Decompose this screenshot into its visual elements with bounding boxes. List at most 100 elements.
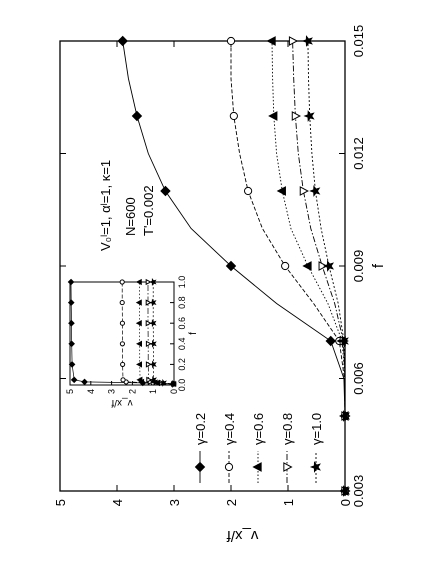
data-point — [229, 111, 238, 121]
inset-data-point — [70, 376, 78, 384]
inset-data-point — [136, 361, 142, 368]
data-point — [291, 111, 301, 121]
data-point — [299, 186, 309, 196]
annotations: V₀ˡ=1, αˡ=1, κ=1 N=600 T'=0.002 — [98, 160, 156, 251]
legend-marker — [309, 461, 321, 473]
legend-label: γ=0.2 — [193, 413, 208, 445]
inset-data-point — [119, 341, 125, 347]
data-point — [266, 36, 276, 46]
legend-label: γ=1.0 — [309, 413, 324, 445]
inset-data-point — [67, 278, 75, 286]
data-point — [318, 261, 328, 271]
data-point — [226, 36, 236, 46]
data-point — [276, 186, 286, 196]
data-point — [338, 485, 350, 497]
x-tick-label: 0.003 — [351, 475, 366, 508]
legend-marker — [194, 461, 206, 473]
inset-data-point — [136, 376, 143, 384]
x-tick-label: 0.015 — [351, 25, 366, 58]
temperature-annotation: T'=0.002 — [141, 185, 156, 236]
y-tick-label: 3 — [167, 499, 182, 506]
data-point — [160, 185, 171, 197]
inset-series-line — [147, 282, 174, 385]
inset-data-point — [169, 380, 177, 388]
inset-y-tick-label: 2 — [127, 389, 137, 394]
inset-x-tick-label: 1.0 — [177, 276, 187, 289]
inset-data-point — [119, 300, 125, 306]
data-point — [131, 110, 143, 122]
inset-data-point — [145, 320, 152, 327]
inset-data-point — [68, 340, 75, 348]
inset-y-tick-label: 4 — [86, 389, 96, 394]
x-tick-label: 0.006 — [351, 362, 366, 395]
data-point — [338, 410, 350, 422]
data-point — [244, 186, 253, 196]
inset-data-point — [120, 361, 126, 367]
inset-data-point — [159, 378, 167, 387]
legend-label: γ=0.8 — [280, 413, 295, 445]
data-point — [288, 36, 299, 46]
data-point — [309, 185, 321, 197]
x-axis-label: f — [370, 263, 387, 268]
data-point — [325, 335, 336, 347]
inset-data-point — [68, 361, 76, 368]
y-tick-label: 4 — [110, 499, 125, 506]
inset-y-tick-label: 5 — [65, 389, 75, 394]
data-point — [281, 261, 290, 271]
inset-data-point — [119, 279, 125, 285]
inset-data-point — [135, 320, 142, 327]
inset-x-axis-label: f — [188, 332, 199, 335]
x-tick-label: 0.009 — [351, 250, 366, 283]
inset-y-axis-label: v_x/f — [111, 397, 132, 408]
inset-x-tick-label: 0.4 — [177, 338, 187, 351]
inset-data-point — [68, 319, 75, 327]
inset-data-point — [149, 376, 157, 384]
inset-data-point — [149, 278, 157, 286]
legend-marker — [224, 462, 234, 472]
inset-data-point — [145, 340, 152, 347]
data-point — [301, 35, 313, 47]
inset-data-point — [145, 299, 152, 306]
inset-data-point — [81, 378, 88, 386]
legend-label: γ=0.4 — [222, 413, 237, 445]
data-point — [337, 335, 349, 347]
y-tick-label: 0 — [338, 499, 353, 506]
inset-data-point — [135, 278, 142, 286]
x-tick-label: 0.012 — [351, 137, 366, 170]
inset-chart: 0.0 0.2 0.4 0.6 0.8 1.0 0 1 2 3 4 5 f v_x/f — [65, 276, 199, 408]
legend-marker — [283, 462, 293, 472]
y-tick-label: 2 — [224, 499, 239, 506]
inset-data-point — [149, 339, 157, 348]
inset-x-tick-label: 0.2 — [177, 358, 187, 371]
data-point — [322, 260, 335, 272]
data-point — [302, 261, 312, 271]
inset-y-tick-label: 1 — [148, 389, 158, 394]
inset-data-point — [149, 319, 157, 328]
inset-x-tick-label: 0.8 — [177, 296, 187, 309]
n-annotation: N=600 — [123, 197, 138, 236]
inset-x-tick-label: 0.6 — [177, 317, 187, 330]
data-point — [303, 110, 315, 122]
data-point — [268, 111, 278, 121]
inset-data-point — [145, 361, 152, 368]
inset-data-point — [67, 299, 75, 306]
inset-data-point — [145, 278, 152, 286]
params-annotation: V₀ˡ=1, αˡ=1, κ=1 — [98, 160, 113, 251]
inset-data-point — [120, 377, 126, 383]
y-axis-label: v_x/f — [226, 527, 259, 544]
y-tick-label: 5 — [53, 499, 68, 506]
inset-data-point — [136, 340, 142, 347]
inset-x-tick-label: 0.0 — [177, 379, 187, 392]
inset-data-point — [149, 298, 157, 307]
legend-marker — [252, 462, 262, 472]
legend: γ=0.2 γ=0.4 γ=0.6 γ=0.8 γ=1.0 — [193, 413, 324, 483]
y-tick-label: 1 — [281, 499, 296, 506]
inset-data-point — [135, 299, 142, 306]
data-point — [117, 35, 128, 47]
legend-label: γ=0.6 — [251, 413, 266, 445]
inset-y-tick-label: 0 — [169, 389, 179, 394]
inset-y-tick-label: 3 — [107, 389, 117, 394]
